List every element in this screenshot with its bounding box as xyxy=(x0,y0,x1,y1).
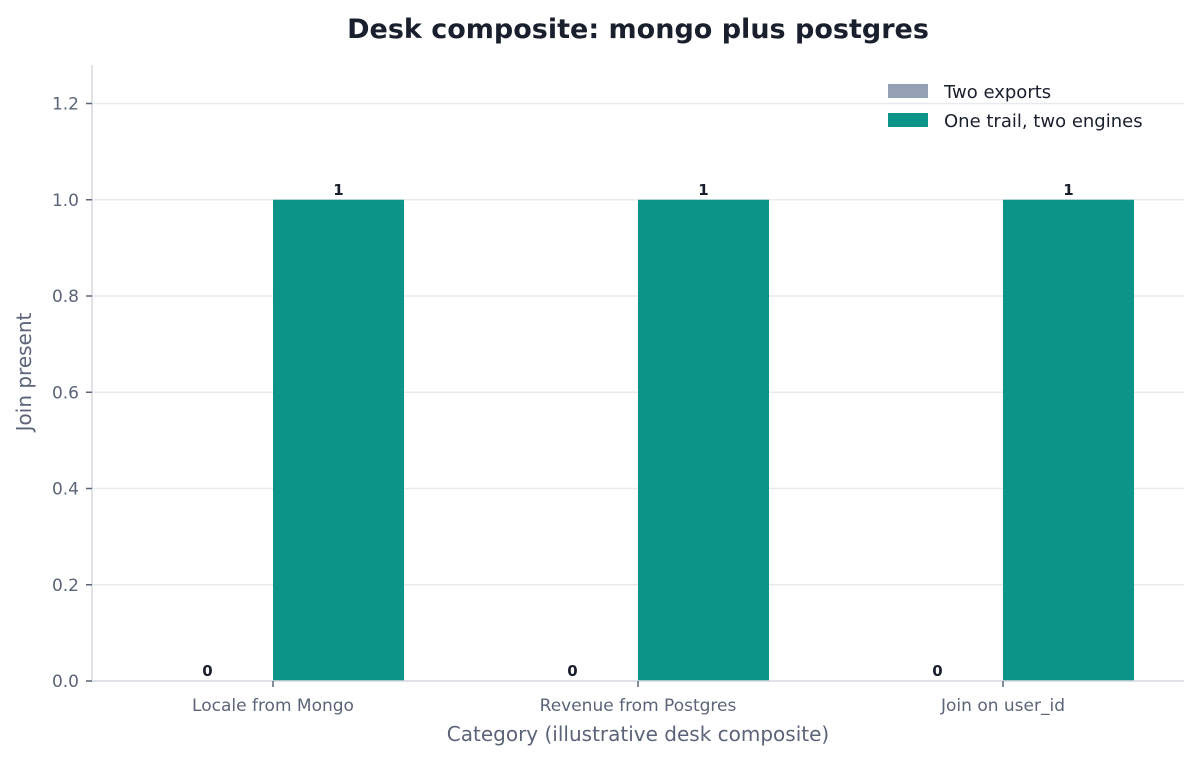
y-axis-label: Join present xyxy=(12,312,36,433)
x-tick-label: Locale from Mongo xyxy=(192,696,354,716)
bar-data-label: 1 xyxy=(333,181,343,199)
bars-layer xyxy=(273,199,1134,681)
y-tick-label: 1.2 xyxy=(52,95,79,115)
bar-data-label: 1 xyxy=(698,181,708,199)
legend-label: Two exports xyxy=(943,82,1051,103)
y-tick-label: 0.8 xyxy=(52,287,79,307)
y-tick-label: 0.4 xyxy=(52,480,79,500)
y-tick-label: 1.0 xyxy=(52,191,79,211)
legend-label: One trail, two engines xyxy=(944,111,1143,132)
bar-data-label: 0 xyxy=(932,662,942,680)
x-tick-label: Join on user_id xyxy=(940,696,1065,716)
ticks-layer: 0.0 0.2 0.4 0.6 0.8 1.0 1.2 Locale from Mongo Re… xyxy=(52,95,1065,717)
y-tick-label: 0.0 xyxy=(52,672,79,692)
legend-swatch xyxy=(888,113,928,127)
bar xyxy=(1003,199,1134,681)
legend: Two exports One trail, two engines xyxy=(888,82,1143,132)
bar-data-label: 0 xyxy=(567,662,577,680)
bar xyxy=(273,199,404,681)
bar-data-label: 1 xyxy=(1063,181,1073,199)
y-tick-label: 0.6 xyxy=(52,383,79,403)
x-axis-label: Category (illustrative desk composite) xyxy=(447,722,829,746)
bar-data-label: 0 xyxy=(202,662,212,680)
x-tick-label: Revenue from Postgres xyxy=(540,696,737,716)
data-labels-layer: 0 1 0 1 0 1 xyxy=(202,181,1073,680)
chart-title: Desk composite: mongo plus postgres xyxy=(347,14,929,45)
legend-swatch xyxy=(888,84,928,98)
y-tick-label: 0.2 xyxy=(52,576,79,596)
bar xyxy=(638,199,769,681)
